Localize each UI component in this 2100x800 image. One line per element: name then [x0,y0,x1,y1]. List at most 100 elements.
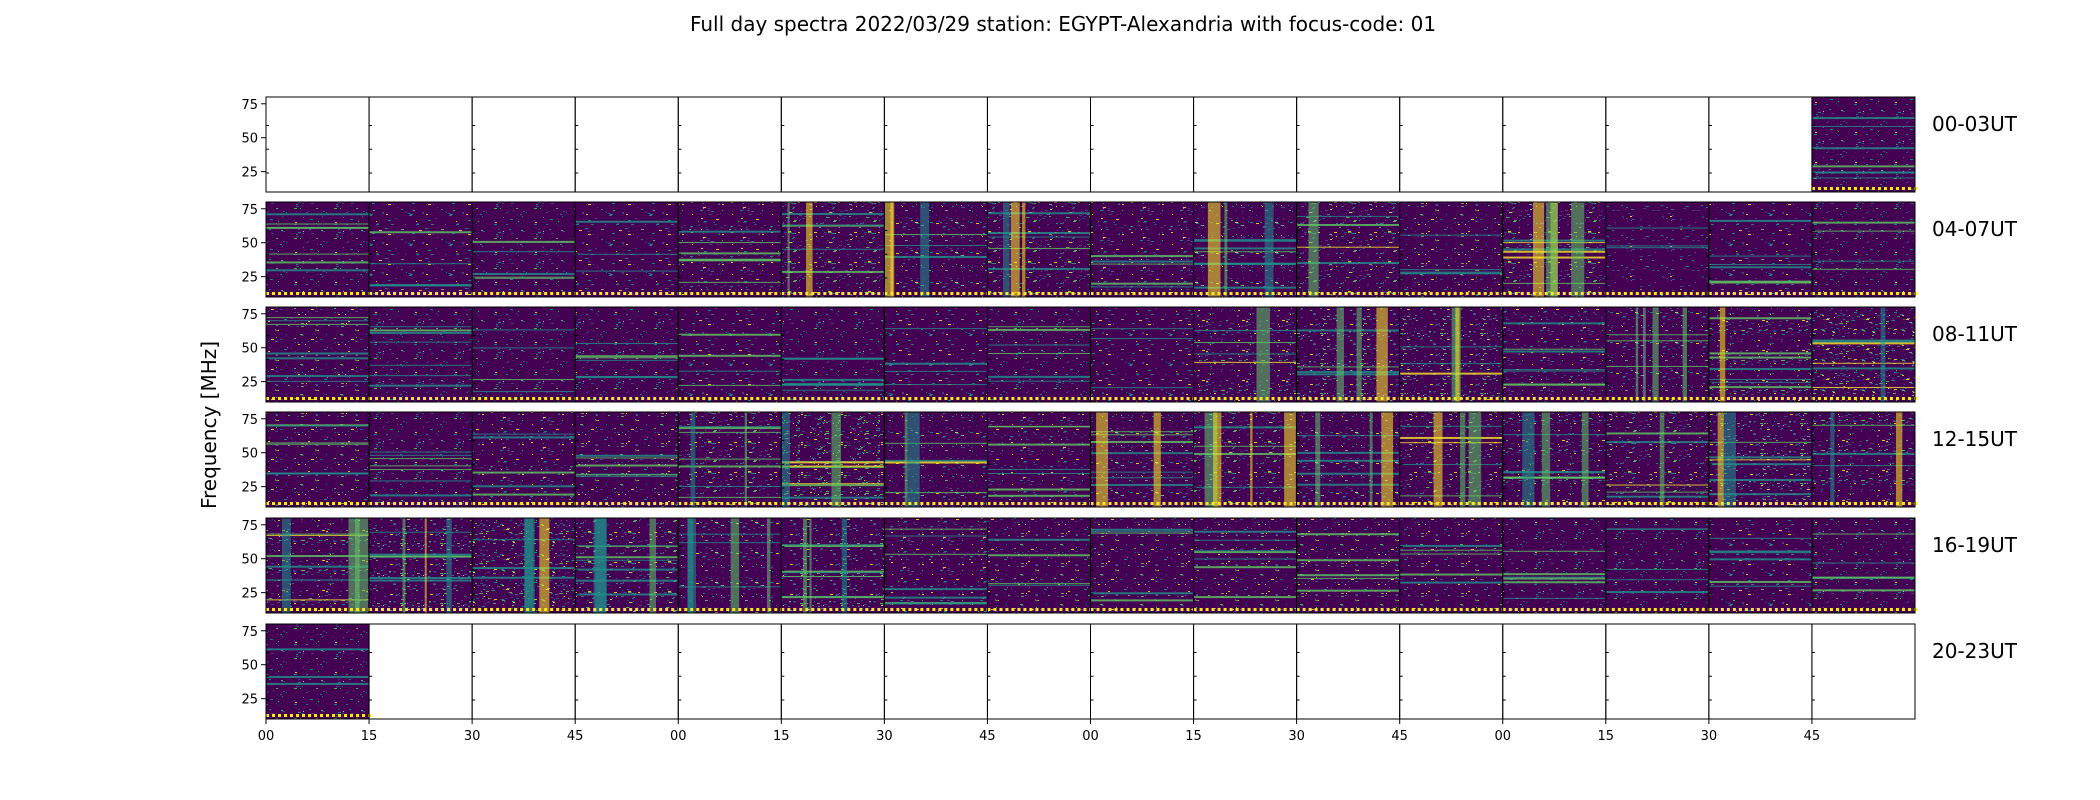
y-tick-label: 50 [241,447,258,462]
spectrum-panel [1605,306,1711,403]
spectrum-panel [780,517,887,614]
spectrum-panel [1502,411,1608,508]
spectrum-panel [1708,411,1814,508]
empty-panel [677,96,782,193]
spectrum-panel [1502,306,1608,403]
y-tick-label: 50 [241,237,258,252]
x-tick-label: 45 [979,729,996,744]
spectra-row: 75 50 25 12-15UT [241,411,2018,508]
spectrum-panel [1811,517,1917,614]
spectrum-panel [780,306,887,403]
empty-panel [1605,623,1710,720]
spectrum-panel [1193,201,1299,298]
spectrum-panel [368,201,475,298]
empty-panel [1296,96,1401,193]
spectrum-panel [883,411,990,508]
empty-panel [265,96,370,193]
spectrum-panel [1811,306,1917,403]
empty-panel [1708,623,1813,720]
y-tick-label: 50 [241,659,258,674]
x-tick-label: 15 [1598,729,1615,744]
spectrum-panel [780,201,887,298]
spectrum-panel [265,623,371,720]
spectrum-panel [1399,201,1505,298]
spectrum-panel [1708,201,1814,298]
spectrum-panel [677,306,784,403]
y-tick-label: 25 [241,376,258,391]
empty-panel [780,623,885,720]
x-axis-ticks: 00 15 30 45 00 15 30 45 00 15 30 45 00 15 30 45 [258,719,1820,744]
empty-panel [1193,96,1298,193]
y-tick-label: 75 [241,413,258,428]
spectrum-panel [1811,411,1917,508]
y-tick-label: 50 [241,132,258,147]
spectrum-panel [574,517,681,614]
spectrum-panel [1502,201,1608,298]
row-time-label: 04-07UT [1932,217,2018,241]
spectrum-panel [1090,306,1196,403]
x-tick-label: 15 [1185,729,1202,744]
y-tick-label: 75 [241,98,258,113]
empty-panel [574,623,679,720]
y-tick-label: 25 [241,481,258,496]
empty-panel [368,96,473,193]
spectra-row: 75 50 25 16-19UT [241,517,2018,614]
x-tick-label: 30 [464,729,481,744]
spectrum-panel [265,411,371,508]
spectrum-panel [986,411,1093,508]
empty-panel [677,623,782,720]
spectra-row: 75 50 25 20-23UT [241,623,2018,720]
spectrum-panel [574,411,681,508]
x-tick-label: 00 [1494,729,1511,744]
spectrum-panel [1502,517,1608,614]
spectrum-panel [1296,517,1402,614]
spectra-row: 75 50 25 00-03UT [241,96,2018,193]
spectrum-panel [368,306,475,403]
chart-title: Full day spectra 2022/03/29 station: EGY… [690,12,1436,36]
spectrum-panel [1399,411,1505,508]
spectrum-panel [1090,517,1196,614]
empty-panel [986,96,1091,193]
spectrum-panel [1193,306,1299,403]
empty-panel [883,623,988,720]
spectrum-panel [265,201,371,298]
y-tick-label: 75 [241,519,258,534]
x-tick-label: 30 [876,729,893,744]
spectrum-panel [1193,411,1299,508]
spectrum-panel [986,306,1093,403]
empty-panel [1502,623,1607,720]
spectrum-panel [883,306,990,403]
spectrum-panel [368,411,475,508]
spectrum-panel [1708,306,1814,403]
spectrum-panel [986,201,1093,298]
spectrum-panel [1605,411,1711,508]
spectrum-panel [883,201,990,298]
empty-panel [1399,623,1504,720]
empty-panel [780,96,885,193]
spectrum-panel [986,517,1093,614]
spectrum-panel [1811,201,1917,298]
empty-panel [1193,623,1298,720]
spectrum-panel [883,517,990,614]
empty-panel [471,96,576,193]
spectrum-panel [265,306,371,403]
empty-panel [883,96,988,193]
spectra-rows: 75502500-03UT75502504-07UT75502508-11UT7… [241,96,2018,720]
x-tick-label: 00 [1082,729,1099,744]
spectrum-panel [677,517,784,614]
x-tick-label: 30 [1701,729,1718,744]
empty-panel [1090,96,1195,193]
y-tick-label: 25 [241,271,258,286]
spectrum-panel [471,201,578,298]
x-tick-label: 00 [670,729,687,744]
spectrum-panel [1296,411,1402,508]
x-tick-label: 30 [1288,729,1305,744]
row-time-label: 00-03UT [1932,112,2018,136]
x-tick-label: 45 [567,729,584,744]
empty-panel [574,96,679,193]
spectrum-panel [1708,517,1814,614]
empty-panel [1090,623,1195,720]
spectrum-panel [677,411,784,508]
empty-panel [1811,623,1916,720]
